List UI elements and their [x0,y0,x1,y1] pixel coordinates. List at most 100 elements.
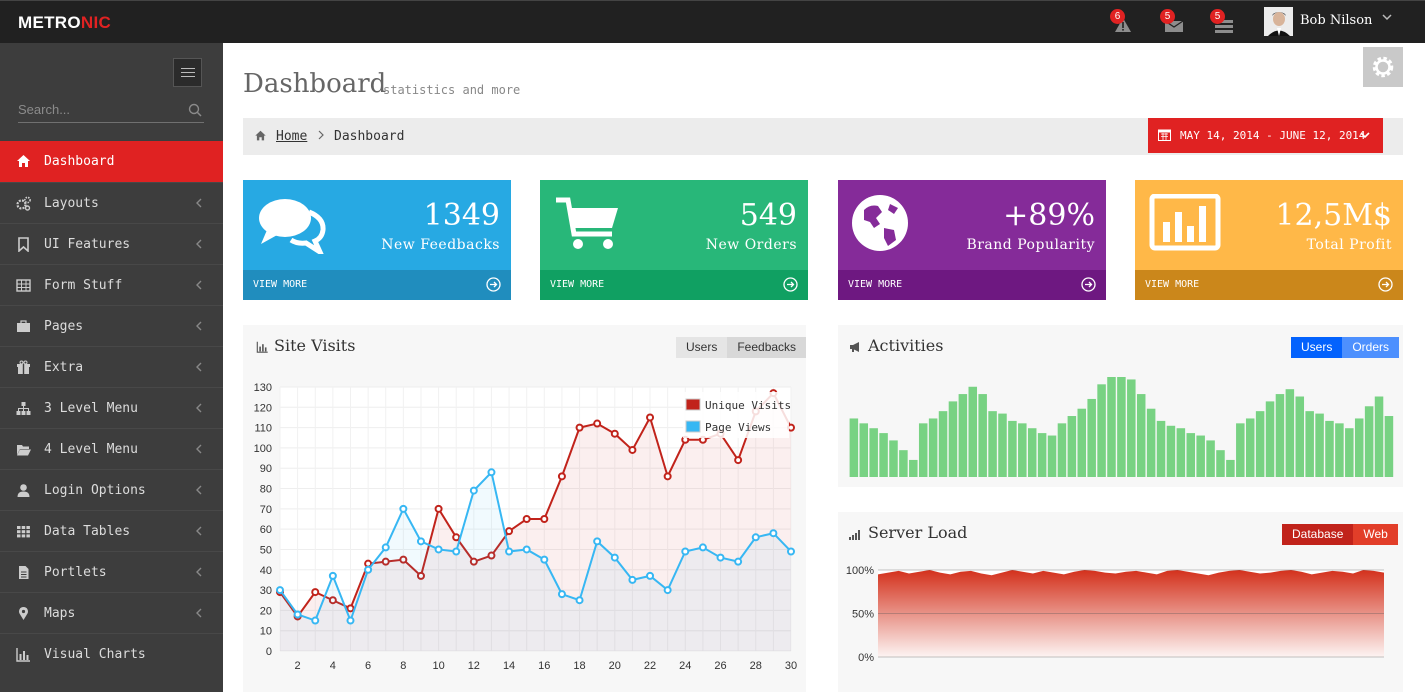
data-point [610,553,619,562]
activity-bar [849,418,859,477]
activity-bar [1374,396,1384,477]
data-point [487,551,496,560]
chevron-left-icon [196,239,202,249]
sidebar-item-3-level-menu[interactable]: 3 Level Menu [0,387,223,428]
stat-value: 549 [739,198,797,233]
sidebar-item-portlets[interactable]: Portlets [0,551,223,592]
notification-tasks[interactable]: 5 [1210,9,1236,35]
sidebar-item-ui-features[interactable]: UI Features [0,223,223,264]
chevron-right-icon [318,130,324,140]
breadcrumb-home-link[interactable]: Home [276,129,308,144]
sidebar-item-dashboard[interactable]: Dashboard [0,141,231,182]
view-more-link[interactable]: VIEW MORE [838,270,1106,300]
notification-badge: 6 [1110,9,1125,24]
search-input[interactable] [18,98,178,120]
users-toggle-button[interactable]: Users [676,337,728,358]
y-tick-label: 70 [260,504,272,516]
activity-bar [1285,389,1295,477]
activity-bar [1037,433,1047,477]
avatar[interactable] [1264,7,1293,36]
home-icon [17,155,30,167]
data-point [487,468,496,477]
activity-bar [958,394,968,477]
site-visits-portlet: Site Visits Users Feedbacks 0 10 20 30 40 50 6… [243,325,807,692]
stat-value: +89% [1003,198,1095,233]
view-more-link[interactable]: VIEW MORE [1135,270,1403,300]
chevron-left-icon [196,567,202,577]
activity-bar [1027,428,1037,477]
x-tick-label: 28 [750,660,762,672]
sidebar-item-extra[interactable]: Extra [0,346,223,387]
activity-bar [1077,408,1087,477]
sidebar-item-pages[interactable]: Pages [0,305,223,346]
sidebar-toggle-button[interactable] [173,58,202,87]
sidebar-item-visual-charts[interactable]: Visual Charts [0,633,223,674]
sidebar-item-label: Login Options [44,483,146,498]
sidebar-item-label: UI Features [44,237,131,252]
notification-alerts[interactable]: 6 [1110,9,1136,35]
legend-swatch [685,420,701,433]
data-point [540,515,549,523]
orders-toggle-button[interactable]: Orders [1342,337,1400,358]
stat-tile-feedbacks: 1349 New Feedbacks VIEW MORE [243,180,511,300]
logo[interactable]: METRONIC [18,13,112,32]
user-icon [17,484,30,497]
briefcase-icon [17,320,30,332]
data-point [416,537,425,546]
chevron-down-icon[interactable] [1381,11,1393,23]
activity-bar [928,418,938,477]
portlet-title: Site Visits [274,336,356,355]
data-point [663,586,672,595]
sidebar-item-maps[interactable]: Maps [0,592,223,633]
chevron-down-icon [1360,132,1370,139]
data-point [663,472,672,481]
username[interactable]: Bob Nilson [1300,13,1373,28]
legend-swatch [685,398,701,411]
legend-box [683,392,789,438]
series-area [280,472,791,651]
stat-value: 12,5M$ [1275,198,1392,233]
activity-bar [899,450,908,477]
bar-chart-icon [16,648,30,662]
bar-chart-icon [1149,194,1221,251]
activity-bar [1196,435,1205,477]
data-point [522,515,531,523]
sidebar-item-login-options[interactable]: Login Options [0,469,223,510]
sidebar-item-4-level-menu[interactable]: 4 Level Menu [0,428,223,469]
data-point [575,596,584,605]
sidebar-item-label: 4 Level Menu [44,442,138,457]
activity-bar [1305,411,1314,477]
view-more-link[interactable]: VIEW MORE [540,270,808,300]
users-toggle-button[interactable]: Users [1291,337,1343,358]
y-tick-label: 100% [846,565,874,577]
data-point [328,596,337,605]
x-tick-label: 2 [295,660,301,672]
activity-bar [909,459,918,477]
chevron-left-icon [196,321,202,331]
data-point [434,504,443,513]
data-point [716,553,725,562]
notification-inbox[interactable]: 5 [1160,9,1186,35]
activity-bar [1315,413,1324,477]
page-title: Dashboard [243,69,387,99]
activity-bar [1364,406,1374,477]
y-tick-label: 10 [260,626,272,638]
y-tick-label: 50% [852,609,874,621]
feedbacks-toggle-button[interactable]: Feedbacks [727,337,807,358]
data-point [505,547,514,556]
sidebar-item-layouts[interactable]: Layouts [0,182,223,223]
sidebar-search [18,98,204,123]
search-icon[interactable] [188,103,202,117]
view-more-label: VIEW MORE [1145,279,1200,290]
activity-bar [918,423,928,477]
breadcrumb-current: Dashboard [334,129,405,144]
activity-bar [978,394,987,477]
view-more-link[interactable]: VIEW MORE [243,270,511,300]
database-toggle-button[interactable]: Database [1282,524,1354,545]
date-range-picker[interactable]: MAY 14, 2014 - JUNE 12, 2014 [1148,118,1383,153]
activity-bar [948,401,958,477]
web-toggle-button[interactable]: Web [1353,524,1398,545]
theme-settings-button[interactable] [1363,47,1403,87]
sidebar-item-data-tables[interactable]: Data Tables [0,510,223,551]
sidebar-item-form-stuff[interactable]: Form Stuff [0,264,223,305]
